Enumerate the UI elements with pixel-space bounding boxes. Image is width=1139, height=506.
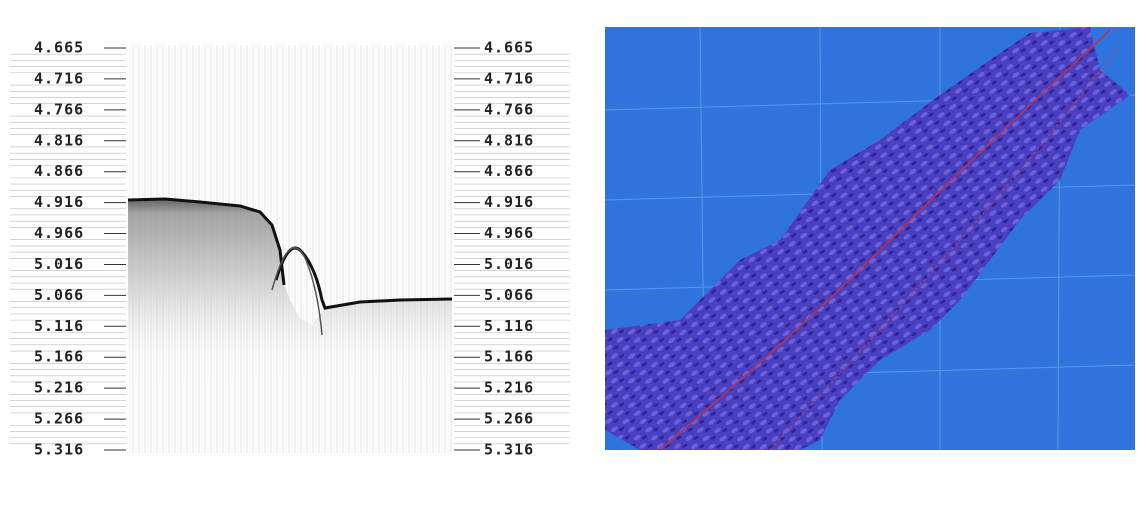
depth-label: 5.066 — [484, 286, 534, 304]
depth-label: 4.866 — [484, 162, 534, 180]
depth-label: 5.166 — [484, 348, 534, 366]
depth-label: 5.116 — [34, 317, 84, 335]
figure: 4.665 4.665 4.716 4.716 4.766 4.766 4.816 4.816… — [0, 0, 1139, 506]
depth-label: 4.816 — [34, 131, 84, 149]
depth-label: 4.816 — [484, 131, 534, 149]
depth-label: 4.766 — [484, 100, 534, 118]
depth-label: 4.916 — [34, 193, 84, 211]
depth-label: 4.916 — [484, 193, 534, 211]
depth-label: 4.766 — [34, 100, 84, 118]
bathymetry-map — [605, 27, 1135, 450]
depth-label: 4.716 — [484, 69, 534, 87]
depth-label: 5.116 — [484, 317, 534, 335]
depth-label: 5.316 — [34, 441, 84, 459]
depth-label: 5.016 — [34, 255, 84, 273]
depth-label: 5.066 — [34, 286, 84, 304]
depth-label: 5.216 — [34, 379, 84, 397]
depth-label: 5.266 — [484, 410, 534, 428]
depth-label: 5.016 — [484, 255, 534, 273]
depth-label: 4.866 — [34, 162, 84, 180]
depth-label: 4.966 — [484, 224, 534, 242]
depth-label: 4.716 — [34, 69, 84, 87]
depth-label: 5.316 — [484, 441, 534, 459]
depth-label: 5.216 — [484, 379, 534, 397]
seismic-profile: 4.665 4.665 4.716 4.716 4.766 4.766 4.816 4.816… — [10, 39, 570, 459]
depth-label: 5.266 — [34, 410, 84, 428]
depth-label: 4.665 — [34, 39, 84, 57]
depth-label: 5.166 — [34, 348, 84, 366]
page: {"profile": {"depth_labels": ["4.665", "… — [0, 0, 1139, 506]
depth-label: 4.665 — [484, 39, 534, 57]
depth-label: 4.966 — [34, 224, 84, 242]
